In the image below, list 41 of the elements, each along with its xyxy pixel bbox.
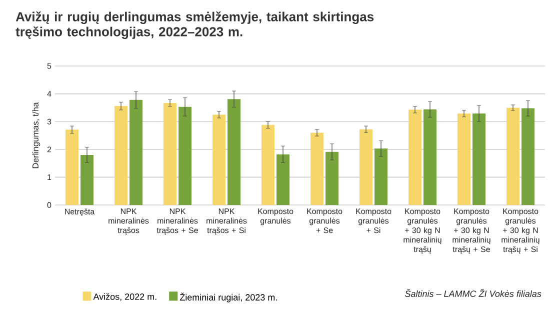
bar [114, 106, 128, 205]
x-tick-label: Komposto granulės + Se [307, 208, 342, 234]
bar [80, 154, 94, 205]
bar [360, 129, 373, 205]
y-tick-label: 2 [47, 146, 52, 152]
x-tick-label: NPK mineralinės trąšos [108, 208, 149, 235]
x-tick-label: Komposto granulės + 30 kg N mineralinių trąšų + Se [452, 208, 490, 254]
bar [212, 114, 226, 205]
x-tick-label: Netręšta [65, 208, 95, 216]
bar [66, 130, 79, 205]
bar [228, 99, 241, 205]
y-tick-label: 4 [47, 91, 52, 97]
x-tick-label: Komposto granulės [258, 208, 294, 226]
bar [506, 108, 520, 205]
bar [472, 114, 486, 205]
y-tick-label: 3 [47, 118, 52, 124]
x-tick-label: Komposto granulės + 30 kg N mineralinių trąšų [404, 208, 442, 254]
bar [130, 100, 143, 205]
bar [178, 106, 192, 205]
y-tick-label: 0 [47, 202, 52, 208]
text: Šaltinis – LAMMC ŽI Vokės filialas [405, 289, 542, 297]
x-tick-label: NPK mineralinės trąšos + Si [206, 208, 247, 235]
bar [326, 152, 338, 205]
legend-label: Avižos, 2022 m. [93, 293, 156, 301]
y-tick-label: 1 [48, 174, 52, 180]
bar [458, 114, 470, 205]
bar [408, 110, 422, 205]
legend-label: Žieminiai rugiai, 2023 m. [180, 292, 277, 302]
x-tick-label: Komposto granulės + 30 kg N mineralinių trąšų + Si [502, 208, 540, 254]
bar [262, 124, 275, 205]
bar [374, 148, 388, 205]
x-tick-label: Komposto granulės + Si [356, 208, 392, 234]
x-tick-label: NPK mineralinės trąšos + Se [156, 208, 198, 235]
chart-title: Avižų ir rugių derlingumas smėlžemyje, taikant skirtingas tręšimo technologijas, 2022–2023 m. [16, 12, 374, 39]
y-tick-label: 5 [47, 63, 52, 69]
y-axis-title: Derlingumas, t/ha [32, 102, 40, 168]
bar [522, 108, 534, 205]
bar [424, 109, 436, 205]
bar [276, 154, 290, 205]
bar [164, 102, 177, 205]
bar [310, 132, 324, 205]
